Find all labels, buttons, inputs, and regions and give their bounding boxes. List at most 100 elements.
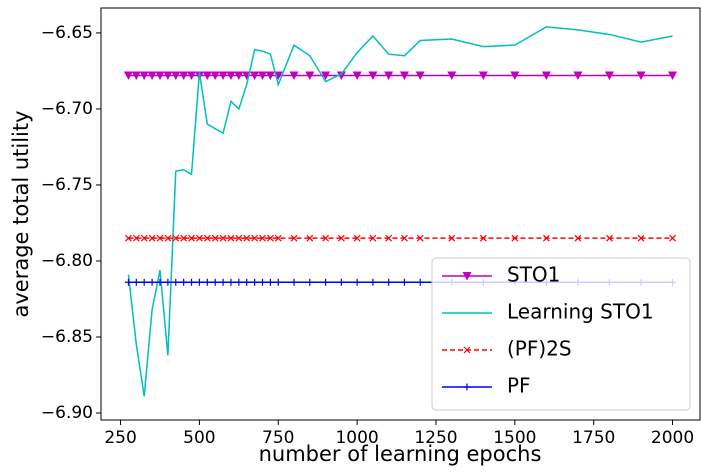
marker — [415, 71, 425, 81]
marker — [289, 71, 299, 81]
marker — [227, 278, 235, 286]
marker — [511, 234, 519, 242]
marker — [203, 278, 211, 286]
marker — [416, 234, 424, 242]
marker — [140, 234, 148, 242]
marker — [510, 71, 520, 81]
marker — [369, 278, 377, 286]
marker — [353, 234, 361, 242]
marker — [148, 278, 156, 286]
marker — [131, 71, 141, 81]
marker — [637, 234, 645, 242]
marker — [290, 278, 298, 286]
marker — [125, 234, 132, 242]
marker — [479, 234, 487, 242]
x-tick-label: 500 — [183, 428, 215, 448]
marker — [259, 278, 266, 286]
legend: STO1 Learning STO1 (PF)2S PF — [431, 257, 691, 411]
marker — [337, 278, 345, 286]
plot-frame — [100, 7, 701, 421]
marker — [147, 71, 157, 81]
marker — [226, 71, 236, 81]
marker — [202, 71, 212, 81]
x-axis-label: number of learning epochs — [259, 442, 542, 466]
marker — [140, 278, 148, 286]
marker — [290, 234, 298, 242]
marker — [234, 71, 244, 81]
marker — [156, 278, 164, 286]
marker — [187, 71, 197, 81]
marker — [604, 71, 614, 81]
marker — [148, 234, 156, 242]
marker — [179, 71, 189, 81]
marker — [195, 278, 203, 286]
marker — [251, 234, 259, 242]
marker — [180, 234, 188, 242]
marker — [306, 278, 314, 286]
marker — [257, 71, 267, 81]
marker — [463, 383, 471, 391]
marker — [448, 234, 456, 242]
series — [123, 71, 678, 81]
marker — [401, 234, 408, 242]
marker — [352, 71, 362, 81]
marker — [219, 234, 227, 242]
x-tick-label: 1500 — [493, 428, 536, 448]
marker — [385, 278, 393, 286]
legend-label: STO1 — [507, 263, 560, 287]
marker — [447, 71, 457, 81]
marker — [385, 234, 393, 242]
series-line — [127, 26, 673, 397]
y-tick-label: −6.90 — [41, 403, 93, 423]
marker — [274, 278, 282, 286]
marker — [251, 278, 259, 286]
marker — [266, 278, 274, 286]
marker — [211, 278, 219, 286]
marker — [574, 234, 582, 242]
legend-label: (PF)2S — [507, 337, 572, 361]
marker — [139, 71, 149, 81]
marker — [180, 278, 188, 286]
marker — [164, 234, 172, 242]
marker — [259, 234, 266, 242]
marker — [195, 234, 203, 242]
legend-box — [431, 257, 691, 411]
y-tick-label: −6.75 — [41, 175, 93, 195]
marker — [219, 278, 227, 286]
marker — [266, 234, 274, 242]
marker — [188, 278, 196, 286]
marker — [250, 71, 260, 81]
series — [127, 26, 673, 397]
marker — [573, 71, 583, 81]
marker — [636, 71, 646, 81]
marker — [163, 71, 173, 81]
y-tick-label: −6.65 — [41, 23, 93, 43]
marker — [542, 234, 550, 242]
marker — [669, 234, 676, 242]
marker — [305, 71, 315, 81]
marker — [172, 234, 180, 242]
x-tick-label: 2000 — [651, 428, 694, 448]
marker — [400, 278, 408, 286]
marker — [462, 272, 472, 281]
x-tick-label: 750 — [262, 428, 294, 448]
y-tick-label: −6.70 — [41, 99, 93, 119]
x-tick-label: 1750 — [572, 428, 615, 448]
marker — [243, 278, 251, 286]
marker — [124, 278, 132, 286]
marker — [306, 234, 314, 242]
legend-label: PF — [507, 374, 531, 398]
marker — [416, 278, 424, 286]
marker — [132, 278, 140, 286]
marker — [478, 71, 488, 81]
marker — [322, 278, 330, 286]
marker — [463, 346, 471, 354]
marker — [235, 278, 243, 286]
x-tick-label: 1250 — [414, 428, 457, 448]
marker — [218, 71, 228, 81]
marker — [336, 71, 346, 81]
series — [125, 234, 676, 242]
x-tick-label: 1000 — [335, 428, 378, 448]
marker — [274, 234, 282, 242]
marker — [243, 234, 251, 242]
